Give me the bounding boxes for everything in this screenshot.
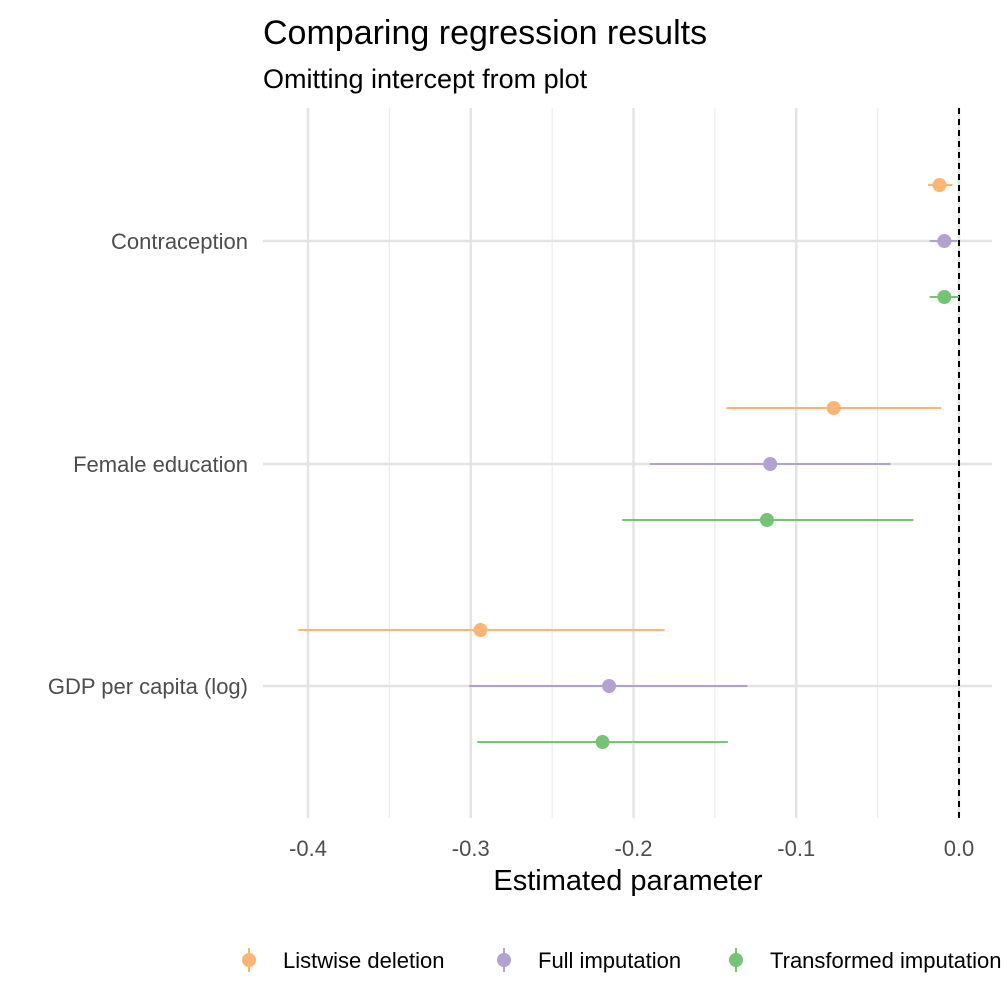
legend-label: Full imputation — [538, 948, 681, 973]
estimate-point — [763, 457, 778, 471]
legend-label: Transformed imputation — [770, 948, 1002, 973]
data-marks — [298, 178, 959, 749]
chart-title: Comparing regression results — [263, 14, 707, 52]
y-tick-labels: Contraception Female education GDP per cap… — [48, 229, 248, 699]
x-tick-label: -0.2 — [615, 836, 653, 861]
x-tick-label: -0.4 — [289, 836, 327, 861]
estimate-point — [937, 290, 952, 304]
legend-key-point — [729, 953, 743, 967]
estimate-point — [759, 513, 774, 527]
y-tick-label: Contraception — [111, 229, 248, 254]
estimate-point — [595, 735, 610, 749]
x-tick-labels: -0.4 -0.3 -0.2 -0.1 0.0 — [289, 836, 974, 861]
y-tick-label: GDP per capita (log) — [48, 674, 248, 699]
legend-key-point — [242, 953, 256, 967]
x-tick-label: -0.1 — [777, 836, 815, 861]
legend-label: Listwise deletion — [283, 948, 444, 973]
estimate-point — [602, 679, 617, 693]
x-axis-label: Estimated parameter — [493, 865, 763, 897]
estimate-point — [826, 401, 841, 415]
x-tick-label: 0.0 — [944, 836, 975, 861]
legend-key-point — [497, 953, 511, 967]
estimate-point — [932, 178, 947, 192]
estimate-point — [473, 623, 488, 637]
x-tick-label: -0.3 — [452, 836, 490, 861]
y-tick-label: Female education — [73, 452, 248, 477]
chart-subtitle: Omitting intercept from plot — [263, 64, 588, 94]
legend: Listwise deletion Full imputation Transfor… — [242, 948, 1002, 973]
estimate-point — [937, 234, 952, 248]
